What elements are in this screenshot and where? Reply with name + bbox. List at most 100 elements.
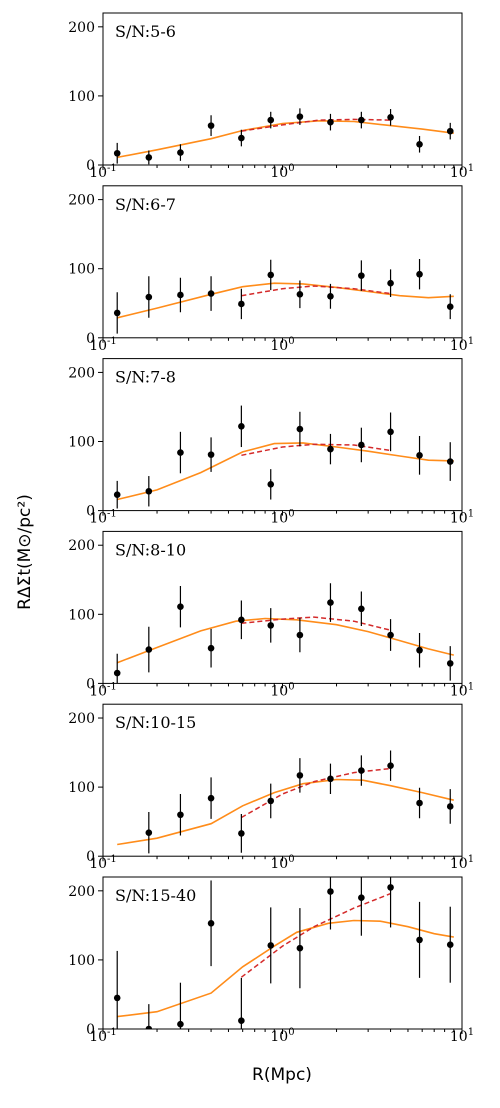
- x-tick-label: 100: [270, 681, 294, 699]
- plot-area: [113, 259, 454, 334]
- x-axis-label: R(Mpc): [252, 1065, 312, 1085]
- y-tick-label: 200: [68, 20, 95, 36]
- data-point: [177, 603, 184, 611]
- y-tick-label: 0: [86, 158, 95, 174]
- x-tick-label: 100: [270, 336, 294, 354]
- plot-area: [113, 405, 454, 509]
- x-tick-label: 10-1: [89, 336, 117, 354]
- x-tick-label: 10-1: [89, 1027, 117, 1045]
- data-point: [145, 646, 153, 653]
- y-tick-label: 200: [68, 365, 95, 381]
- x-tick-label: 10-1: [89, 509, 117, 527]
- data-point: [267, 481, 275, 488]
- data-point: [145, 154, 153, 161]
- model-curve-dashed: [241, 285, 391, 297]
- data-point: [387, 428, 394, 436]
- x-tick-label: 100: [270, 854, 294, 872]
- model-curve-solid: [117, 919, 454, 1018]
- data-point: [358, 605, 365, 613]
- x-tick-label: 101: [450, 163, 474, 181]
- panel: 0 100 200 10-1 100 101 S/N:8-10: [68, 530, 474, 699]
- data-point: [238, 300, 245, 308]
- data-point: [296, 631, 304, 639]
- plot-area: [113, 877, 454, 1029]
- data-point: [267, 797, 275, 805]
- data-point: [416, 799, 423, 807]
- y-tick-label: 200: [68, 538, 95, 554]
- y-tick-label: 100: [68, 780, 95, 796]
- y-tick-label: 100: [68, 435, 95, 451]
- data-point: [416, 140, 423, 148]
- data-point: [113, 994, 121, 1002]
- data-point: [327, 888, 334, 895]
- x-tick-label: 10-1: [89, 681, 117, 699]
- data-point: [238, 616, 245, 624]
- data-point: [113, 669, 121, 677]
- panel: 0 100 200 10-1 100 101 S/N:6-7: [68, 185, 474, 354]
- data-point: [387, 279, 394, 287]
- x-tick-label: 100: [270, 1027, 294, 1045]
- y-tick-label: 0: [86, 849, 95, 865]
- x-tick-label: 10-1: [89, 163, 117, 181]
- data-point: [446, 458, 454, 465]
- panel-label: S/N:15-40: [115, 886, 196, 905]
- y-tick-label: 100: [68, 89, 95, 105]
- x-tick-label: 101: [450, 854, 474, 872]
- data-point: [145, 1025, 153, 1029]
- data-point: [296, 772, 304, 779]
- x-tick-label: 101: [450, 1027, 474, 1045]
- panel: 0 100 200 10-1 100 101 S/N:7-8: [68, 358, 474, 527]
- model-curve-dashed: [241, 616, 391, 631]
- data-point: [238, 423, 245, 430]
- data-point: [327, 445, 334, 453]
- data-point: [177, 449, 184, 456]
- model-curve-solid: [116, 617, 454, 664]
- y-tick-label: 0: [86, 1022, 95, 1038]
- data-point: [387, 114, 394, 121]
- data-point: [207, 794, 215, 802]
- data-point: [177, 811, 184, 819]
- data-point: [446, 803, 454, 810]
- data-point: [416, 936, 423, 944]
- model-curve-solid: [117, 119, 454, 159]
- data-point: [296, 944, 304, 952]
- y-tick-label: 100: [68, 607, 95, 623]
- plot-area: [113, 583, 454, 684]
- plot-area: [113, 108, 454, 165]
- model-curve-dashed: [241, 118, 391, 132]
- y-tick-label: 0: [86, 331, 95, 347]
- data-point: [358, 767, 365, 774]
- data-point: [207, 919, 215, 927]
- model-curve-solid: [117, 282, 454, 319]
- y-tick-label: 200: [68, 884, 95, 900]
- model-curve-dashed: [241, 443, 391, 457]
- data-point: [296, 113, 304, 120]
- panel-label: S/N:6-7: [115, 195, 176, 214]
- x-tick-label: 100: [270, 509, 294, 527]
- data-point: [416, 270, 423, 278]
- data-point: [207, 290, 215, 297]
- data-point: [113, 149, 121, 157]
- data-point: [177, 149, 184, 156]
- data-point: [267, 271, 275, 279]
- data-point: [387, 884, 394, 891]
- data-point: [327, 775, 334, 783]
- data-point: [145, 487, 153, 495]
- model-curve-dashed: [240, 892, 391, 978]
- data-point: [238, 1017, 245, 1025]
- data-point: [113, 491, 121, 499]
- x-tick-label: 101: [450, 336, 474, 354]
- y-tick-label: 100: [68, 953, 95, 969]
- data-point: [207, 451, 215, 458]
- x-tick-label: 10-1: [89, 854, 117, 872]
- data-point: [358, 116, 365, 124]
- data-point: [113, 309, 121, 317]
- data-point: [416, 452, 423, 459]
- plot-area: [117, 750, 454, 854]
- data-point: [387, 762, 394, 769]
- y-tick-label: 0: [86, 676, 95, 692]
- data-point: [238, 830, 245, 837]
- data-point: [267, 116, 275, 124]
- data-point: [145, 829, 153, 837]
